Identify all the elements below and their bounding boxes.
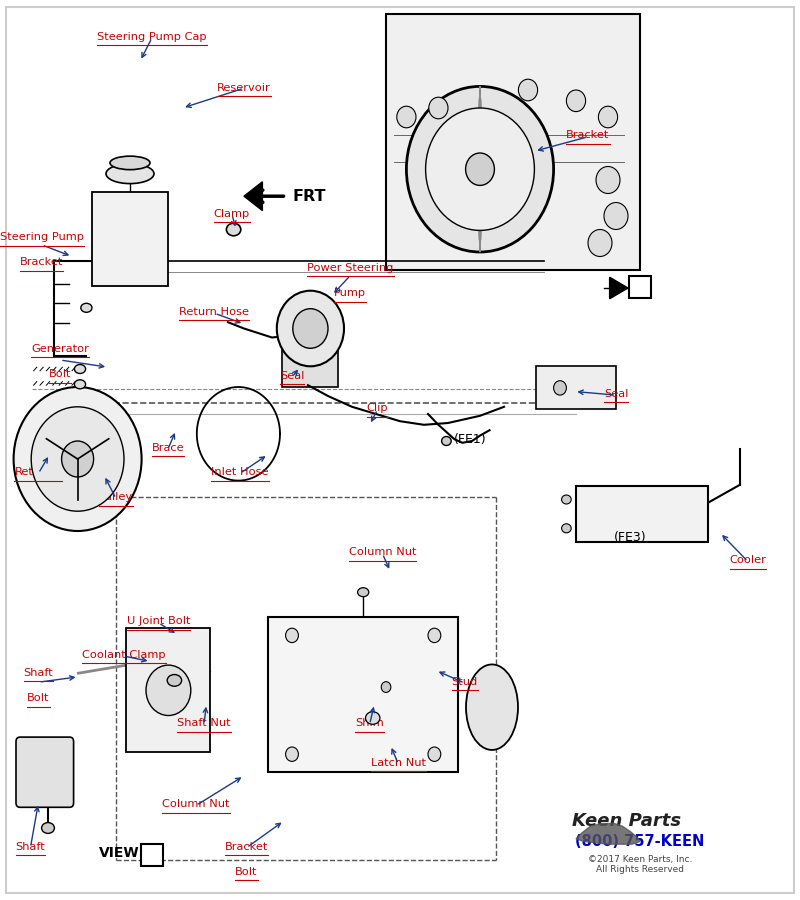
Text: A: A: [146, 846, 158, 860]
Circle shape: [604, 202, 628, 230]
Text: Inlet Hose: Inlet Hose: [211, 467, 269, 477]
FancyBboxPatch shape: [576, 486, 708, 542]
Text: Cooler: Cooler: [730, 555, 766, 565]
Text: Shaft: Shaft: [23, 668, 54, 678]
FancyBboxPatch shape: [282, 338, 338, 387]
Circle shape: [31, 407, 124, 511]
Circle shape: [566, 90, 586, 112]
Circle shape: [428, 628, 441, 643]
Text: (FE1): (FE1): [454, 433, 486, 446]
Ellipse shape: [106, 164, 154, 184]
Ellipse shape: [226, 223, 241, 236]
FancyBboxPatch shape: [629, 276, 651, 298]
Text: Bracket: Bracket: [20, 257, 63, 267]
Ellipse shape: [562, 524, 571, 533]
Ellipse shape: [81, 303, 92, 312]
Text: Coolant Clamp: Coolant Clamp: [82, 650, 166, 660]
Ellipse shape: [366, 712, 380, 724]
Circle shape: [406, 86, 554, 252]
FancyBboxPatch shape: [268, 617, 458, 772]
Text: Clamp: Clamp: [214, 209, 250, 219]
Text: Bolt: Bolt: [27, 693, 50, 703]
Text: (800) 757-KEEN: (800) 757-KEEN: [575, 834, 705, 850]
Text: Power Steering: Power Steering: [307, 263, 394, 273]
Text: Bracket: Bracket: [566, 130, 610, 140]
Circle shape: [62, 441, 94, 477]
Circle shape: [429, 97, 448, 119]
Polygon shape: [576, 824, 640, 844]
Text: Steering Pump: Steering Pump: [0, 232, 83, 242]
Text: Return Hose: Return Hose: [179, 307, 250, 317]
Ellipse shape: [110, 157, 150, 170]
Text: Shaft: Shaft: [15, 842, 46, 851]
Circle shape: [598, 106, 618, 128]
Ellipse shape: [442, 436, 451, 446]
Circle shape: [286, 747, 298, 761]
Text: Bolt: Bolt: [49, 369, 71, 379]
Text: Brace: Brace: [152, 443, 184, 453]
Ellipse shape: [74, 364, 86, 373]
Text: FRT: FRT: [292, 189, 326, 203]
FancyBboxPatch shape: [536, 366, 616, 410]
Text: Shaft Nut: Shaft Nut: [177, 718, 231, 728]
FancyBboxPatch shape: [92, 192, 168, 286]
FancyBboxPatch shape: [16, 737, 74, 807]
Circle shape: [554, 381, 566, 395]
Circle shape: [596, 166, 620, 194]
Text: Column Nut: Column Nut: [162, 799, 230, 809]
Text: Steering Pump Cap: Steering Pump Cap: [97, 32, 207, 41]
Text: Reservoir: Reservoir: [217, 83, 271, 93]
FancyBboxPatch shape: [141, 844, 163, 866]
Text: Seal: Seal: [604, 389, 628, 399]
Polygon shape: [244, 182, 262, 211]
Text: Generator: Generator: [31, 344, 89, 354]
Polygon shape: [610, 277, 628, 299]
Circle shape: [293, 309, 328, 348]
Ellipse shape: [358, 588, 369, 597]
Text: U Joint Bolt: U Joint Bolt: [126, 616, 190, 626]
Circle shape: [588, 230, 612, 256]
Text: Keen Parts: Keen Parts: [572, 812, 681, 830]
Text: Bracket: Bracket: [225, 842, 268, 851]
Text: A: A: [635, 281, 645, 293]
Text: Latch Nut: Latch Nut: [371, 758, 426, 768]
Ellipse shape: [562, 495, 571, 504]
Polygon shape: [386, 14, 640, 270]
Text: (FE3): (FE3): [614, 531, 646, 544]
Text: Seal: Seal: [280, 371, 304, 381]
Circle shape: [146, 665, 191, 716]
Circle shape: [518, 79, 538, 101]
Circle shape: [426, 108, 534, 230]
Text: Stud: Stud: [452, 677, 478, 687]
Ellipse shape: [466, 664, 518, 750]
Text: VIEW: VIEW: [99, 846, 140, 860]
Circle shape: [397, 106, 416, 128]
Ellipse shape: [74, 380, 86, 389]
Circle shape: [277, 291, 344, 366]
Circle shape: [382, 681, 391, 692]
Circle shape: [428, 747, 441, 761]
Ellipse shape: [167, 675, 182, 686]
Text: Pump: Pump: [334, 288, 366, 298]
Ellipse shape: [42, 823, 54, 833]
Circle shape: [286, 628, 298, 643]
Text: Retainer: Retainer: [14, 467, 62, 477]
Text: Column Nut: Column Nut: [349, 547, 416, 557]
Text: Shim: Shim: [355, 718, 384, 728]
Circle shape: [14, 387, 142, 531]
FancyBboxPatch shape: [126, 628, 210, 752]
Text: Clip: Clip: [366, 403, 389, 413]
Text: Bolt: Bolt: [235, 867, 258, 877]
Text: Pulley: Pulley: [99, 492, 133, 502]
Text: ©2017 Keen Parts, Inc.
All Rights Reserved: ©2017 Keen Parts, Inc. All Rights Reserv…: [588, 855, 692, 875]
Circle shape: [466, 153, 494, 185]
